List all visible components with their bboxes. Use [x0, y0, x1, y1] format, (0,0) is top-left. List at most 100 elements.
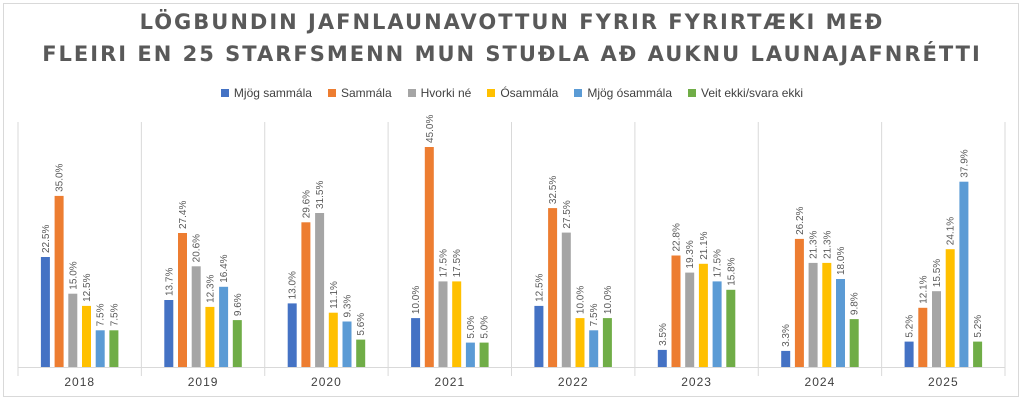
bar [178, 233, 187, 367]
x-tick-label: 2024 [805, 375, 836, 389]
legend-swatch [688, 89, 697, 97]
data-label: 7.5% [96, 303, 107, 326]
data-label: 18.0% [836, 247, 847, 275]
x-tick-label: 2019 [188, 375, 219, 389]
bar [671, 255, 681, 367]
bar [726, 289, 736, 367]
data-label: 21.1% [699, 231, 710, 259]
bar [479, 342, 489, 367]
bar [424, 147, 434, 367]
bar [232, 320, 242, 367]
bar [301, 222, 311, 367]
x-tick-label: 2022 [558, 375, 589, 389]
bar [438, 281, 448, 367]
data-label: 16.4% [219, 254, 230, 282]
legend-swatch [407, 89, 416, 97]
data-label: 17.5% [713, 249, 724, 277]
legend-label: Veit ekki/svara ekki [701, 86, 804, 100]
data-label: 45.0% [425, 115, 436, 143]
bar [918, 307, 928, 367]
data-label: 12.1% [918, 275, 929, 303]
data-label: 22.5% [41, 225, 52, 253]
bar [411, 318, 421, 367]
data-label: 9.6% [233, 293, 244, 316]
data-label: 15.5% [932, 259, 943, 287]
data-label: 31.5% [315, 181, 326, 209]
bar [54, 195, 64, 367]
bar [356, 339, 366, 367]
data-label: 26.2% [795, 206, 806, 234]
bar [589, 330, 599, 367]
data-label: 22.8% [672, 223, 683, 251]
legend-swatch [574, 89, 583, 97]
bar [561, 232, 571, 367]
data-label: 5.2% [905, 315, 916, 338]
bar [932, 291, 941, 367]
bar [945, 249, 955, 367]
data-label: 17.5% [439, 249, 450, 277]
bar [849, 319, 859, 367]
bar [205, 306, 215, 367]
data-label: 13.7% [164, 268, 175, 296]
legend-swatch [327, 89, 336, 97]
x-tick-label: 2021 [434, 375, 465, 389]
bar [657, 349, 667, 367]
data-label: 9.8% [850, 292, 861, 315]
bar [904, 341, 914, 367]
data-label: 7.5% [109, 303, 120, 326]
x-tick-label: 2020 [311, 375, 342, 389]
data-label: 37.9% [959, 149, 970, 177]
bar [685, 272, 695, 367]
data-label: 15.0% [68, 261, 79, 289]
data-label: 27.5% [562, 200, 573, 228]
data-label: 13.0% [288, 271, 299, 299]
bar [328, 312, 338, 367]
bar [40, 257, 50, 367]
x-tick-label: 2023 [681, 375, 712, 389]
bar [973, 341, 983, 367]
chart-legend: Mjög sammála Sammála Hvorki né Ósammála Mjög… [0, 86, 1024, 100]
legend-item: Hvorki né [407, 86, 472, 100]
data-label: 15.8% [726, 257, 737, 285]
bar [219, 286, 229, 367]
legend-label: Mjög ósammála [587, 86, 673, 100]
x-tick-label: 2025 [928, 375, 959, 389]
data-label: 21.3% [809, 230, 820, 258]
data-label: 10.0% [411, 286, 422, 314]
data-label: 12.3% [205, 274, 216, 302]
legend-label: Hvorki né [420, 86, 472, 100]
bar [959, 181, 969, 367]
legend-swatch [487, 89, 496, 97]
bar [465, 342, 475, 367]
bar [548, 208, 558, 367]
data-label: 5.2% [973, 315, 984, 338]
bar [164, 300, 174, 367]
data-label: 10.0% [576, 286, 587, 314]
data-label: 9.3% [343, 295, 354, 318]
bar [712, 281, 722, 367]
bar [109, 330, 119, 367]
chart-title-line-1: LÖGBUNDIN JAFNLAUNAVOTTUN FYRIR FYRIRTÆK… [139, 10, 885, 34]
data-label: 17.5% [452, 249, 463, 277]
bar [342, 321, 352, 367]
bar [822, 262, 832, 367]
bar [452, 281, 462, 367]
legend-label: Ósammála [500, 86, 559, 100]
data-label: 11.1% [329, 281, 340, 309]
bar [698, 263, 708, 367]
bar [836, 279, 845, 367]
bar [781, 350, 791, 367]
bar [68, 293, 78, 367]
data-label: 21.3% [822, 230, 833, 258]
data-label: 3.3% [781, 324, 792, 347]
data-label: 32.5% [548, 176, 559, 204]
bar [191, 266, 201, 367]
data-label: 35.0% [55, 163, 66, 191]
legend-item: Mjög ósammála [574, 86, 672, 100]
data-label: 24.1% [946, 217, 957, 245]
bar [808, 262, 818, 367]
data-label: 5.6% [356, 313, 367, 336]
x-tick-label: 2018 [64, 375, 95, 389]
bar [315, 213, 325, 367]
